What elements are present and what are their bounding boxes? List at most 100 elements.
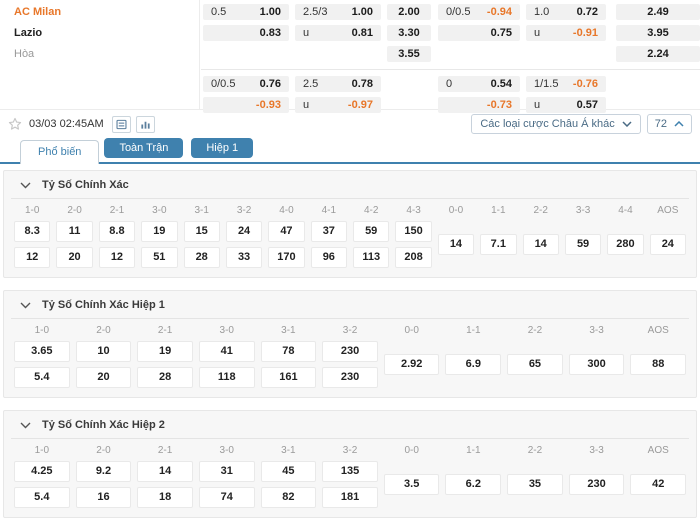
score-odds-cell[interactable]: 10 <box>75 341 132 362</box>
odds-cell[interactable]: 0/0.5 0.76 <box>203 76 289 92</box>
odds-cell[interactable]: 0.83 <box>203 25 289 41</box>
score-odds-cell[interactable]: 45 <box>260 461 317 482</box>
score-odds-cell[interactable]: 59 <box>353 221 390 242</box>
score-odds-cell[interactable]: 28 <box>183 247 220 268</box>
score-cells-pair: 37 96 <box>308 221 350 268</box>
score-odds-cell[interactable]: 280 <box>607 234 644 255</box>
score-odds-cell[interactable]: 96 <box>310 247 347 268</box>
odds-cell[interactable]: -0.73 <box>438 97 520 113</box>
score-odds-cell[interactable]: 37 <box>310 221 347 242</box>
score-odds-cell[interactable]: 18 <box>137 487 193 508</box>
score-odds-cell[interactable]: 113 <box>353 247 390 268</box>
score-odds-cell[interactable]: 8.8 <box>98 221 136 242</box>
bet-record-icon-button[interactable] <box>111 115 131 133</box>
score-odds-cell[interactable]: 33 <box>225 247 263 268</box>
odds-value: 0.76 <box>259 78 281 90</box>
score-odds-cell[interactable]: 88 <box>630 354 687 375</box>
odds-cell[interactable]: 2.5/3 1.00 <box>295 4 381 20</box>
score-odds-cell[interactable]: 7.1 <box>480 234 517 255</box>
score-odds-cell[interactable]: 82 <box>260 487 317 508</box>
score-odds-cell[interactable]: 118 <box>198 367 255 388</box>
odds-cell[interactable]: 3.30 <box>387 25 431 41</box>
score-odds-cell[interactable]: 20 <box>56 247 93 268</box>
score-odds-cell[interactable]: 14 <box>437 234 475 255</box>
score-column: 2-2 14 <box>520 203 562 268</box>
tab-full-match[interactable]: Toàn Trận <box>104 138 184 158</box>
collapse-chevron-icon[interactable] <box>20 302 31 309</box>
score-odds-cell[interactable]: 3.65 <box>14 341 70 362</box>
score-cells-pair: 14 18 <box>134 461 196 508</box>
score-odds-cell[interactable]: 230 <box>568 474 625 495</box>
collapse-chevron-icon[interactable] <box>20 182 31 189</box>
score-odds-cell[interactable]: 24 <box>225 221 263 242</box>
odds-cell[interactable]: 2.49 <box>616 4 700 20</box>
score-odds-cell[interactable]: 47 <box>268 221 305 242</box>
markets-count-toggle[interactable]: 72 <box>646 114 692 134</box>
score-odds-cell[interactable]: 5.4 <box>14 487 70 508</box>
score-odds-cell[interactable]: 16 <box>75 487 132 508</box>
score-odds-cell[interactable]: 181 <box>322 487 378 508</box>
score-odds-cell[interactable]: 20 <box>75 367 132 388</box>
score-odds-cell[interactable]: 8.3 <box>14 221 51 242</box>
score-odds-cell[interactable]: 135 <box>322 461 378 482</box>
score-odds-cell[interactable]: 4.25 <box>14 461 70 482</box>
odds-cell[interactable]: u 0.57 <box>526 97 606 113</box>
tab-first-half[interactable]: Hiệp 1 <box>191 138 254 158</box>
score-odds-cell[interactable]: 9.2 <box>75 461 132 482</box>
score-odds-cell[interactable]: 11 <box>56 221 93 242</box>
score-odds-cell[interactable]: 208 <box>395 247 432 268</box>
stats-icon-button[interactable] <box>135 115 155 133</box>
score-odds-cell[interactable]: 28 <box>137 367 193 388</box>
odds-cell[interactable]: 2.00 <box>387 4 431 20</box>
score-odds-cell[interactable]: 65 <box>507 354 563 375</box>
score-odds-cell[interactable]: 6.9 <box>445 354 502 375</box>
score-odds-cell[interactable]: 5.4 <box>14 367 70 388</box>
collapse-chevron-icon[interactable] <box>20 422 31 429</box>
odds-cell[interactable]: 1.0 0.72 <box>526 4 606 20</box>
score-cells-pair: 10 20 <box>73 341 135 388</box>
odds-cell[interactable]: 0 0.54 <box>438 76 520 92</box>
score-odds-cell[interactable]: 42 <box>630 474 687 495</box>
score-odds-cell[interactable]: 12 <box>14 247 51 268</box>
asian-markets-dropdown[interactable]: Các loại cược Châu Á khác <box>471 114 641 134</box>
score-odds-cell[interactable]: 78 <box>260 341 317 362</box>
score-odds-cell[interactable]: 161 <box>260 367 317 388</box>
odds-cell[interactable]: 1/1.5 -0.76 <box>526 76 606 92</box>
score-odds-cell[interactable]: 19 <box>141 221 178 242</box>
odds-cell[interactable]: u -0.97 <box>295 97 381 113</box>
score-odds-cell[interactable]: 3.5 <box>383 474 440 495</box>
odds-cell[interactable]: 2.5 0.78 <box>295 76 381 92</box>
score-odds-cell[interactable]: 31 <box>198 461 255 482</box>
score-odds-cell[interactable]: 59 <box>564 234 602 255</box>
score-odds-cell[interactable]: 74 <box>198 487 255 508</box>
odds-cell[interactable]: 0.5 1.00 <box>203 4 289 20</box>
odds-cell[interactable]: 2.24 <box>616 46 700 62</box>
odds-cell[interactable]: u -0.91 <box>526 25 606 41</box>
score-odds-cell[interactable]: 2.92 <box>383 354 440 375</box>
score-odds-cell[interactable]: 170 <box>268 247 305 268</box>
score-odds-cell[interactable]: 150 <box>395 221 432 242</box>
odds-cell[interactable]: 3.95 <box>616 25 700 41</box>
odds-column-group: 1/1.5 -0.76 u 0.57 <box>526 76 606 113</box>
score-odds-cell[interactable]: 35 <box>507 474 563 495</box>
score-odds-cell[interactable]: 230 <box>322 341 378 362</box>
score-odds-cell[interactable]: 14 <box>522 234 559 255</box>
score-odds-cell[interactable]: 41 <box>198 341 255 362</box>
favorite-star-icon[interactable] <box>8 117 22 131</box>
score-odds-cell[interactable]: 51 <box>141 247 178 268</box>
odds-cell[interactable]: u 0.81 <box>295 25 381 41</box>
odds-cell[interactable]: 0.75 <box>438 25 520 41</box>
score-odds-cell[interactable]: 230 <box>322 367 378 388</box>
odds-cell[interactable]: 0/0.5 -0.94 <box>438 4 520 20</box>
score-odds-cell[interactable]: 300 <box>568 354 625 375</box>
score-odds-cell[interactable]: 12 <box>98 247 136 268</box>
odds-cell[interactable]: 3.55 <box>387 46 431 62</box>
tab-popular[interactable]: Phổ biến <box>20 140 100 164</box>
score-odds-cell[interactable]: 6.2 <box>445 474 502 495</box>
score-odds-cell[interactable]: 14 <box>137 461 193 482</box>
score-column: 3-0 31 74 <box>196 443 258 508</box>
score-odds-cell[interactable]: 19 <box>137 341 193 362</box>
score-odds-cell[interactable]: 24 <box>649 234 686 255</box>
odds-cell[interactable]: -0.93 <box>203 97 289 113</box>
score-odds-cell[interactable]: 15 <box>183 221 220 242</box>
